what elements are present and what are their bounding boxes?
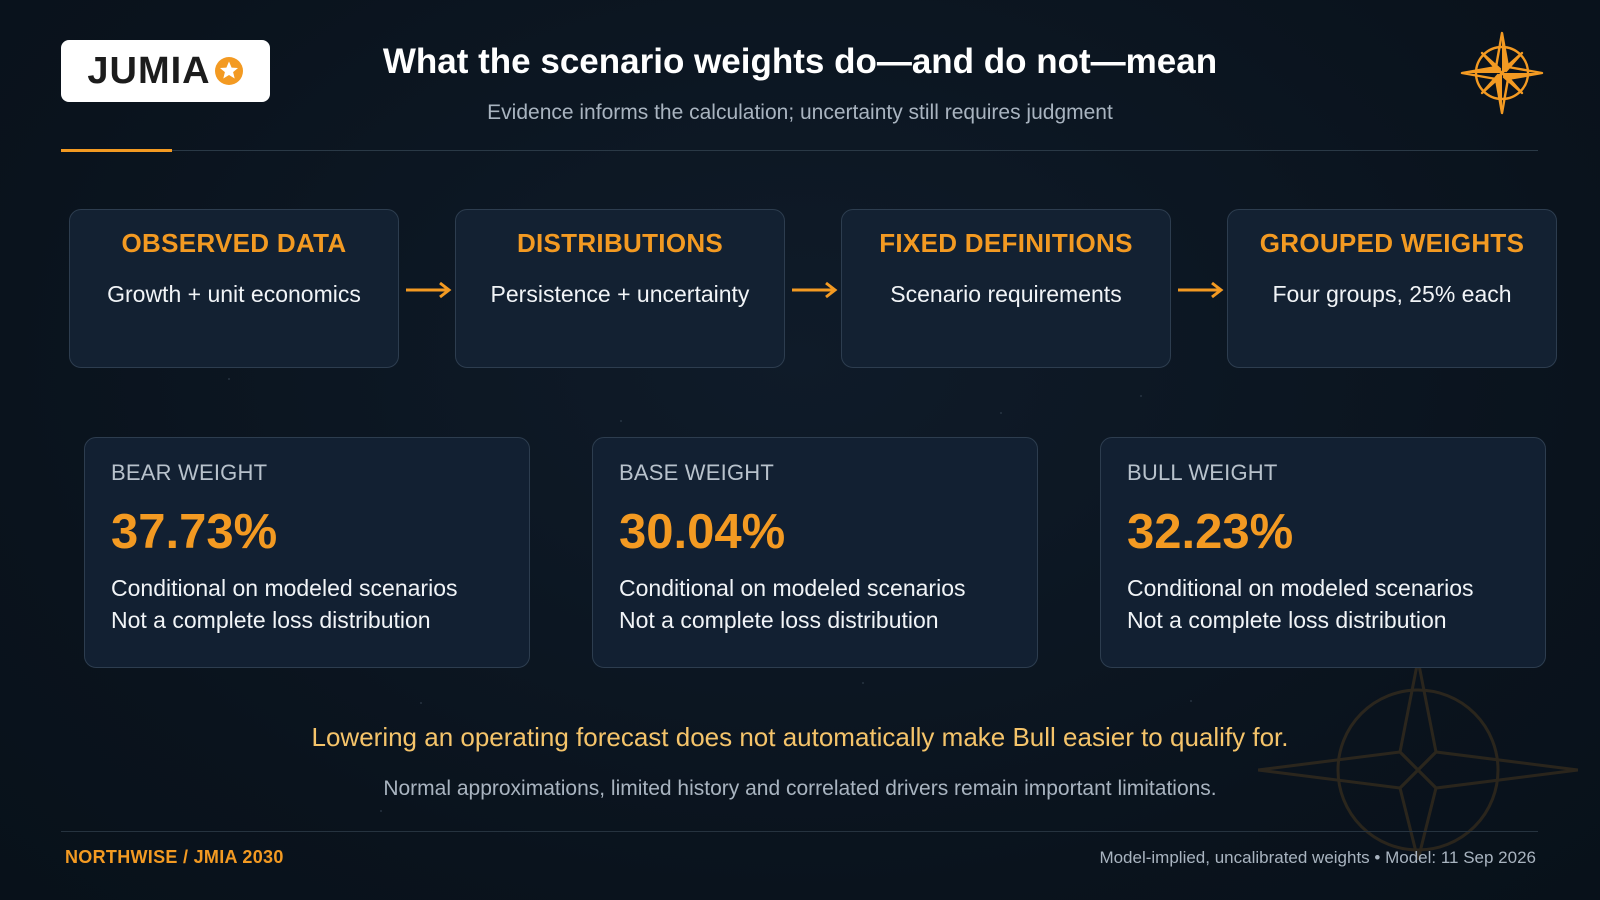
card-value: 30.04% bbox=[619, 505, 786, 559]
footer-divider bbox=[61, 831, 1538, 832]
background-speck bbox=[862, 682, 864, 684]
logo-wordmark: JUMIA bbox=[87, 49, 211, 92]
flow-step-text: Growth + unit economics bbox=[107, 281, 361, 307]
star-badge-icon bbox=[214, 57, 243, 85]
card-note: Conditional on modeled scenarios bbox=[619, 575, 966, 601]
card-label: BASE WEIGHT bbox=[619, 460, 774, 485]
flow-step-title: DISTRIBUTIONS bbox=[516, 228, 724, 258]
bear-weight-card: BEAR WEIGHT 37.73% Conditional on modele… bbox=[84, 437, 530, 668]
background-speck bbox=[228, 378, 230, 380]
header-divider-accent bbox=[61, 149, 172, 152]
card-value: 32.23% bbox=[1127, 505, 1294, 559]
limitations-text: Normal approximations, limited history a… bbox=[383, 777, 1217, 800]
takeaway-text: Lowering an operating forecast does not … bbox=[311, 722, 1289, 752]
flow-step-distributions: DISTRIBUTIONS Persistence + uncertainty bbox=[455, 209, 785, 368]
page-subtitle: Evidence informs the calculation; uncert… bbox=[487, 101, 1113, 124]
flow-step-text: Scenario requirements bbox=[890, 281, 1122, 307]
bull-weight-card: BULL WEIGHT 32.23% Conditional on modele… bbox=[1100, 437, 1546, 668]
card-label: BULL WEIGHT bbox=[1127, 460, 1278, 485]
compass-rose-icon bbox=[1460, 31, 1544, 115]
card-note: Conditional on modeled scenarios bbox=[111, 575, 458, 601]
arrow-right-icon bbox=[406, 281, 452, 299]
flow-step-fixed-definitions: FIXED DEFINITIONS Scenario requirements bbox=[841, 209, 1171, 368]
footer-source: NORTHWISE / JMIA 2030 bbox=[65, 847, 284, 867]
flow-step-grouped-weights: GROUPED WEIGHTS Four groups, 25% each bbox=[1227, 209, 1557, 368]
jumia-logo: JUMIA bbox=[61, 40, 270, 102]
background-speck bbox=[420, 702, 422, 704]
background-speck bbox=[1190, 700, 1192, 702]
footer-note: Model-implied, uncalibrated weights • Mo… bbox=[1099, 848, 1536, 867]
card-note: Not a complete loss distribution bbox=[1127, 607, 1447, 633]
flow-step-title: GROUPED WEIGHTS bbox=[1259, 228, 1525, 258]
background-speck bbox=[1140, 395, 1142, 397]
header-divider bbox=[61, 150, 1538, 151]
arrow-right-icon bbox=[792, 281, 838, 299]
card-label: BEAR WEIGHT bbox=[111, 460, 268, 485]
background-speck bbox=[380, 810, 382, 812]
flow-step-observed-data: OBSERVED DATA Growth + unit economics bbox=[69, 209, 399, 368]
arrow-right-icon bbox=[1178, 281, 1224, 299]
flow-step-title: FIXED DEFINITIONS bbox=[879, 228, 1133, 258]
card-note: Conditional on modeled scenarios bbox=[1127, 575, 1474, 601]
card-note: Not a complete loss distribution bbox=[111, 607, 431, 633]
flow-step-title: OBSERVED DATA bbox=[121, 228, 347, 258]
background-speck bbox=[1000, 412, 1002, 414]
compass-watermark-icon bbox=[1258, 660, 1578, 860]
flow-step-text: Persistence + uncertainty bbox=[490, 281, 750, 307]
flow-step-text: Four groups, 25% each bbox=[1272, 281, 1512, 307]
card-value: 37.73% bbox=[111, 505, 278, 559]
card-note: Not a complete loss distribution bbox=[619, 607, 939, 633]
page-title: What the scenario weights do—and do not—… bbox=[382, 42, 1218, 81]
background-speck bbox=[620, 420, 622, 422]
base-weight-card: BASE WEIGHT 30.04% Conditional on modele… bbox=[592, 437, 1038, 668]
